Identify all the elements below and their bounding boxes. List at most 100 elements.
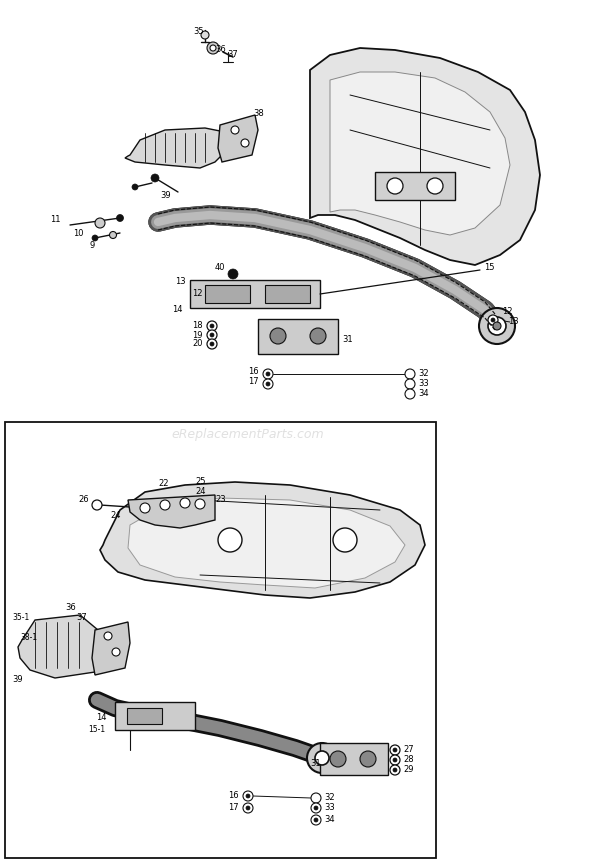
Polygon shape bbox=[218, 115, 258, 162]
Circle shape bbox=[231, 126, 239, 134]
Text: 36: 36 bbox=[215, 46, 226, 54]
Text: 37: 37 bbox=[227, 51, 238, 60]
Text: 14: 14 bbox=[96, 714, 107, 722]
Circle shape bbox=[92, 500, 102, 510]
Text: 38: 38 bbox=[253, 109, 264, 117]
Polygon shape bbox=[128, 498, 405, 588]
Circle shape bbox=[405, 389, 415, 399]
Text: 34: 34 bbox=[324, 816, 335, 824]
Circle shape bbox=[393, 748, 397, 752]
Circle shape bbox=[243, 791, 253, 801]
Circle shape bbox=[315, 751, 329, 765]
Text: 10: 10 bbox=[73, 230, 84, 238]
Circle shape bbox=[307, 743, 337, 773]
Bar bbox=[127, 708, 162, 724]
Circle shape bbox=[390, 765, 400, 775]
Circle shape bbox=[310, 328, 326, 344]
Polygon shape bbox=[128, 495, 215, 528]
Circle shape bbox=[393, 758, 397, 762]
Text: 26: 26 bbox=[78, 495, 88, 505]
Circle shape bbox=[311, 815, 321, 825]
Text: 15: 15 bbox=[484, 263, 494, 273]
Text: 25: 25 bbox=[195, 477, 205, 487]
Circle shape bbox=[479, 308, 515, 344]
Circle shape bbox=[116, 215, 123, 222]
Polygon shape bbox=[18, 615, 100, 678]
Text: 39: 39 bbox=[12, 676, 22, 684]
Text: 23: 23 bbox=[215, 495, 225, 505]
Circle shape bbox=[95, 218, 105, 228]
Circle shape bbox=[387, 178, 403, 194]
Circle shape bbox=[151, 174, 159, 182]
Bar bbox=[190, 280, 320, 308]
Circle shape bbox=[210, 333, 214, 337]
Text: eReplacementParts.com: eReplacementParts.com bbox=[172, 429, 324, 442]
Circle shape bbox=[195, 499, 205, 509]
Circle shape bbox=[393, 768, 397, 772]
Text: 16: 16 bbox=[228, 791, 238, 801]
Text: 19: 19 bbox=[192, 331, 202, 339]
Circle shape bbox=[207, 330, 217, 340]
Circle shape bbox=[390, 755, 400, 765]
Circle shape bbox=[311, 793, 321, 803]
Circle shape bbox=[132, 184, 138, 190]
Text: 33: 33 bbox=[418, 380, 429, 388]
Text: 9: 9 bbox=[90, 242, 95, 250]
Text: 17: 17 bbox=[228, 803, 238, 812]
Circle shape bbox=[246, 794, 250, 798]
Text: 37: 37 bbox=[76, 614, 87, 622]
Text: 16: 16 bbox=[248, 368, 258, 376]
Circle shape bbox=[263, 369, 273, 379]
Circle shape bbox=[360, 751, 376, 767]
Circle shape bbox=[180, 498, 190, 508]
Text: 35: 35 bbox=[193, 28, 204, 36]
Circle shape bbox=[210, 45, 216, 51]
Circle shape bbox=[405, 379, 415, 389]
Polygon shape bbox=[310, 48, 540, 265]
Circle shape bbox=[314, 818, 318, 822]
Text: 14: 14 bbox=[172, 306, 182, 314]
Text: 24: 24 bbox=[110, 511, 120, 520]
Text: 28: 28 bbox=[403, 755, 414, 765]
Circle shape bbox=[427, 178, 443, 194]
Text: 31: 31 bbox=[310, 759, 320, 767]
Polygon shape bbox=[100, 482, 425, 598]
Text: 35-1: 35-1 bbox=[12, 614, 30, 622]
Bar bbox=[205, 285, 250, 303]
Circle shape bbox=[390, 745, 400, 755]
Circle shape bbox=[488, 317, 506, 335]
Circle shape bbox=[405, 369, 415, 379]
Circle shape bbox=[493, 322, 501, 330]
Text: 36: 36 bbox=[65, 603, 76, 613]
Text: 24: 24 bbox=[195, 487, 205, 495]
Circle shape bbox=[488, 315, 498, 325]
Text: 13: 13 bbox=[508, 318, 519, 326]
Text: 34: 34 bbox=[418, 389, 428, 399]
Circle shape bbox=[207, 42, 219, 54]
Circle shape bbox=[266, 382, 270, 386]
Text: 20: 20 bbox=[192, 339, 202, 349]
Circle shape bbox=[243, 803, 253, 813]
Circle shape bbox=[491, 318, 495, 322]
Text: 12: 12 bbox=[192, 289, 202, 299]
Text: 17: 17 bbox=[248, 377, 258, 387]
Bar bbox=[5, 422, 436, 858]
Polygon shape bbox=[92, 622, 130, 675]
Bar bbox=[115, 702, 195, 730]
Polygon shape bbox=[125, 128, 225, 168]
Text: 32: 32 bbox=[418, 369, 428, 379]
Text: 13: 13 bbox=[175, 278, 186, 287]
Text: 39: 39 bbox=[160, 191, 171, 199]
Bar bbox=[258, 319, 338, 354]
Text: 29: 29 bbox=[403, 765, 414, 774]
Text: 33: 33 bbox=[324, 803, 335, 812]
Text: 18: 18 bbox=[192, 322, 202, 331]
Circle shape bbox=[207, 339, 217, 349]
Polygon shape bbox=[330, 72, 510, 235]
Circle shape bbox=[201, 31, 209, 39]
Circle shape bbox=[241, 139, 249, 147]
Circle shape bbox=[92, 235, 98, 241]
Circle shape bbox=[311, 803, 321, 813]
Bar bbox=[375, 172, 455, 200]
Circle shape bbox=[207, 321, 217, 331]
